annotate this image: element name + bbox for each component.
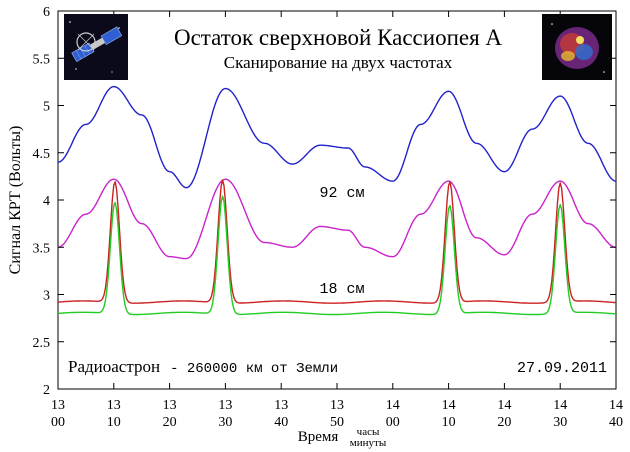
x-axis-units-bottom: минуты (350, 437, 387, 449)
y-tick-label: 2 (43, 383, 50, 398)
x-tick-label-minute: 50 (330, 415, 344, 430)
y-tick-label: 6 (43, 5, 50, 20)
x-tick-label-hour: 14 (553, 398, 567, 413)
plot-frame (57, 10, 617, 390)
x-tick-label-minute: 10 (107, 415, 121, 430)
x-tick-label-minute: 00 (51, 415, 65, 430)
x-axis-units-top: часы (357, 426, 380, 438)
y-axis-label: Сигнал КРТ (Вольты) (7, 126, 24, 275)
series-line-4 (57, 195, 617, 316)
x-tick-label-minute: 20 (497, 415, 511, 430)
x-tick-label-minute: 40 (609, 415, 623, 430)
x-tick-label-minute: 00 (386, 415, 400, 430)
x-tick-label-hour: 13 (218, 398, 232, 413)
satellite-icon (64, 14, 128, 80)
x-tick-label-hour: 13 (107, 398, 121, 413)
footer-source-rest: - 260000 км от Земли (170, 361, 338, 377)
chart-title: Остаток сверхновой Кассиопея А (174, 25, 502, 50)
x-tick-label-minute: 30 (553, 415, 567, 430)
footer-source-word: Радиоастрон (68, 357, 160, 376)
footer-date: 27.09.2011 (517, 360, 607, 377)
series-layer (57, 85, 617, 316)
label-92cm: 92 см (319, 185, 364, 202)
x-tick-label-hour: 13 (51, 398, 65, 413)
x-tick-label-minute: 20 (163, 415, 177, 430)
x-tick-label-hour: 14 (497, 398, 511, 413)
tick-layer: 2 2.5 3 3.5 4 4.5 5 5.5 6 13 00 13 10 13 20 13 30 13 40 13 5… (33, 5, 624, 430)
y-tick-label: 3 (43, 289, 50, 304)
y-tick-label: 5.5 (33, 52, 51, 67)
x-tick-label-hour: 14 (442, 398, 456, 413)
chart-subtitle: Сканирование на двух частотах (224, 53, 453, 72)
y-tick-label: 5 (43, 100, 50, 115)
x-tick-label-minute: 40 (274, 415, 288, 430)
series-line-3 (57, 179, 616, 304)
series-line-1 (57, 85, 617, 189)
x-tick-label-minute: 30 (218, 415, 232, 430)
y-tick-label: 2.5 (33, 336, 51, 351)
supernova-remnant-icon (542, 14, 612, 80)
x-tick-label-hour: 13 (163, 398, 177, 413)
x-tick-label-hour: 13 (274, 398, 288, 413)
x-tick-label-hour: 14 (386, 398, 400, 413)
y-tick-label: 4.5 (33, 147, 51, 162)
y-tick-label: 3.5 (33, 241, 51, 256)
footer-source: Радиоастрон - 260000 км от Земли (68, 357, 338, 377)
x-tick-label-hour: 14 (609, 398, 623, 413)
x-tick-label-hour: 13 (330, 398, 344, 413)
series-line-2 (57, 178, 617, 260)
x-axis-label: Время (298, 429, 339, 445)
y-tick-label: 4 (43, 194, 50, 209)
x-tick-label-minute: 10 (442, 415, 456, 430)
label-18cm: 18 см (319, 281, 364, 298)
